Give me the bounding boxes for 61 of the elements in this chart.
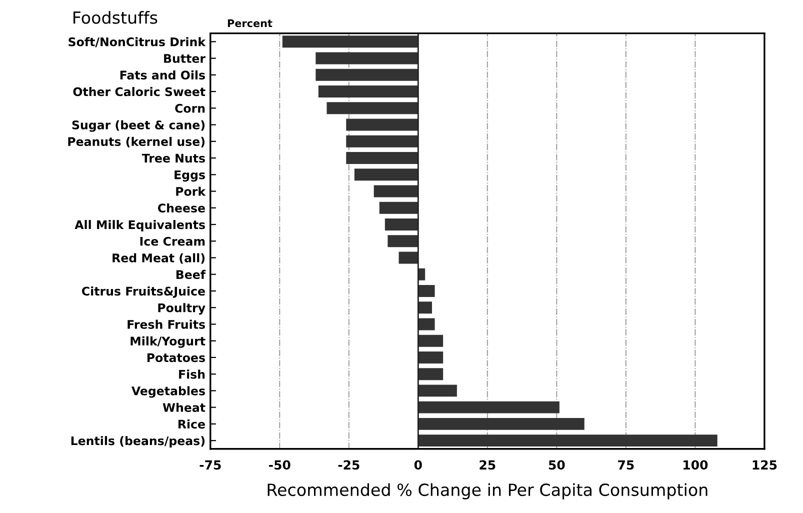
y-tick-label: Beef <box>176 270 206 280</box>
y-tick-label: Fresh Fruits <box>128 320 205 329</box>
x-tick-label: 125 <box>752 460 777 470</box>
y-tick-label: Rice <box>178 419 205 429</box>
y-tick-label: Red Meat (all) <box>112 253 205 264</box>
bar <box>418 434 718 447</box>
bar <box>398 252 418 264</box>
y-tick-label: Poultry <box>158 303 206 315</box>
x-tick-label: -50 <box>269 460 290 470</box>
bar <box>346 152 418 164</box>
bar <box>354 168 418 181</box>
x-tick-label: 75 <box>618 460 634 470</box>
x-tick-label: 0 <box>414 460 422 470</box>
y-tick-label: All Milk Equivalents <box>74 220 205 232</box>
y-tick-label: Butter <box>164 54 206 63</box>
x-axis-title: Recommended % Change in Per Capita Consumption <box>268 483 708 500</box>
bar <box>418 318 435 330</box>
bar <box>418 384 457 397</box>
y-tick-label: Fish <box>179 370 205 379</box>
text: Percent <box>228 19 272 28</box>
bar <box>418 284 435 297</box>
x-tick-label: 100 <box>684 460 708 470</box>
bar <box>316 68 418 81</box>
bar <box>418 368 444 380</box>
bar <box>282 36 418 48</box>
bar <box>326 102 418 114</box>
bar <box>418 401 560 414</box>
y-tick-label: Pork <box>176 186 206 196</box>
y-tick-label: Other Caloric Sweet <box>73 87 206 96</box>
y-tick-label: Potatoes <box>147 353 205 362</box>
bar <box>346 118 418 131</box>
bar <box>418 334 444 347</box>
x-tick-label: 50 <box>548 460 565 470</box>
y-tick-label: Ice Cream <box>140 236 205 246</box>
y-tick-label: Sugar (beet & cane) <box>72 120 205 132</box>
y-tick-label: Lentils (beans/peas) <box>71 436 205 448</box>
bar <box>316 52 418 64</box>
bar <box>374 185 418 198</box>
y-tick-label: Vegetables <box>131 386 205 398</box>
y-tick-label: Cheese <box>158 203 205 213</box>
bar <box>388 235 418 248</box>
y-tick-label: Eggs <box>174 170 205 182</box>
bar <box>379 202 418 214</box>
x-tick-label: 25 <box>480 460 496 470</box>
y-tick-label: Citrus Fruits&Juice <box>82 286 205 298</box>
y-tick-label: Fats and Oils <box>120 70 205 80</box>
y-tick-label: Milk/Yogurt <box>130 336 206 348</box>
y-tick-label: Corn <box>175 104 205 113</box>
bar <box>318 86 418 98</box>
y-tick-label: Peanuts (kernel use) <box>68 136 205 148</box>
y-axis-title: Foodstuffs <box>74 10 158 24</box>
y-tick-label: Wheat <box>162 402 206 412</box>
x-tick-label: -75 <box>200 460 221 470</box>
bar <box>418 418 584 430</box>
y-tick-label: Tree Nuts <box>142 154 205 163</box>
y-tick-label: Soft/NonCitrus Drink <box>68 37 206 48</box>
bar <box>418 302 432 314</box>
bar <box>384 218 418 230</box>
x-tick-label: -25 <box>338 460 360 470</box>
bar <box>346 135 418 148</box>
bar <box>418 351 444 364</box>
